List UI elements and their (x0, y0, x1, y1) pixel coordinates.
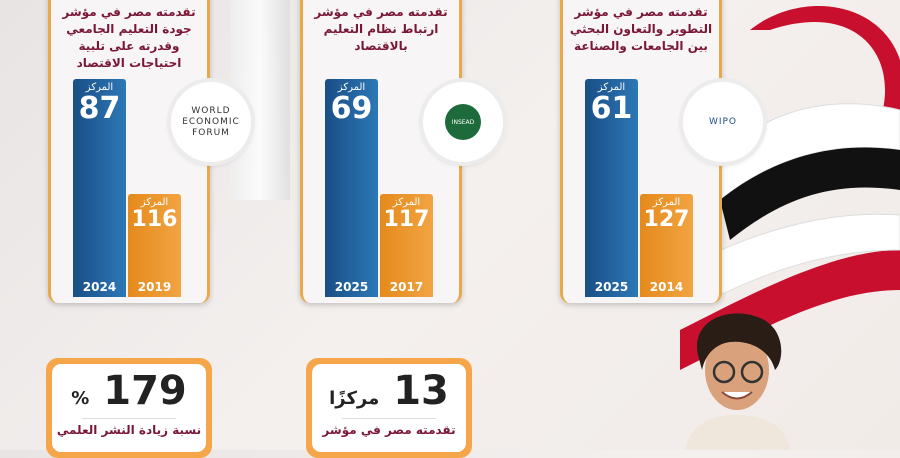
rank-label: المركز (85, 82, 114, 93)
previous-rank-bar: المركز 116 2019 (128, 194, 181, 297)
stat-text: تقدمته مصر في مؤشر (322, 423, 456, 437)
rank-label: المركز (337, 82, 366, 93)
wipo-logo: WIPO (683, 82, 763, 162)
ranking-card-wef: تقدمته مصر في مؤشر جودة التعليم الجامعي … (48, 0, 251, 303)
current-rank: 61 (590, 91, 633, 126)
rank-label: المركز (652, 197, 681, 208)
ranking-card-wipo: تقدمته مصر في مؤشر التطوير والتعاون البح… (560, 0, 763, 303)
card-title: تقدمته مصر في مؤشر التطوير والتعاون البح… (569, 5, 713, 53)
previous-rank-bar: المركز 117 2017 (380, 194, 433, 297)
student-photo (685, 313, 790, 450)
stat-card-publishing: 179 % نسبة زيادة النشر العلمي (46, 358, 212, 458)
card-title: تقدمته مصر في مؤشر جودة التعليم الجامعي … (62, 5, 196, 70)
current-rank-bar: المركز 69 2025 (325, 79, 378, 297)
previous-year: 2017 (389, 280, 424, 294)
rank-label: المركز (392, 197, 421, 208)
stat-card-positions: 13 مركزًا تقدمته مصر في مؤشر (306, 358, 472, 458)
insead-logo: INSEAD (423, 82, 503, 162)
previous-rank: 117 (383, 207, 430, 232)
previous-year: 2014 (649, 280, 684, 294)
stat-unit: مركزًا (329, 388, 380, 409)
previous-year: 2019 (137, 280, 172, 294)
wef-logo: WORLD ECONOMIC FORUM (171, 82, 251, 162)
ranking-card-insead: تقدمته مصر في مؤشر ارتباط نظام التعليم ب… (300, 0, 503, 303)
current-rank-bar: المركز 61 2025 (585, 79, 638, 297)
divider (82, 418, 176, 419)
stat-value: 13 (393, 368, 449, 414)
stat-value: 179 (103, 368, 187, 414)
insead-logo-text: INSEAD (445, 104, 481, 140)
card-title: تقدمته مصر في مؤشر ارتباط نظام التعليم ب… (314, 5, 448, 53)
current-year: 2025 (334, 280, 369, 294)
rank-label: المركز (597, 82, 626, 93)
previous-rank: 116 (131, 207, 178, 232)
current-year: 2025 (594, 280, 629, 294)
previous-rank: 127 (643, 207, 690, 232)
stat-text: نسبة زيادة النشر العلمي (56, 423, 202, 437)
rank-label: المركز (140, 197, 169, 208)
current-rank-bar: المركز 87 2024 (73, 79, 126, 297)
current-year: 2024 (82, 280, 117, 294)
current-rank: 69 (330, 91, 373, 126)
divider (342, 418, 436, 419)
stat-unit: % (71, 388, 90, 409)
current-rank: 87 (78, 91, 121, 126)
previous-rank-bar: المركز 127 2014 (640, 194, 693, 297)
